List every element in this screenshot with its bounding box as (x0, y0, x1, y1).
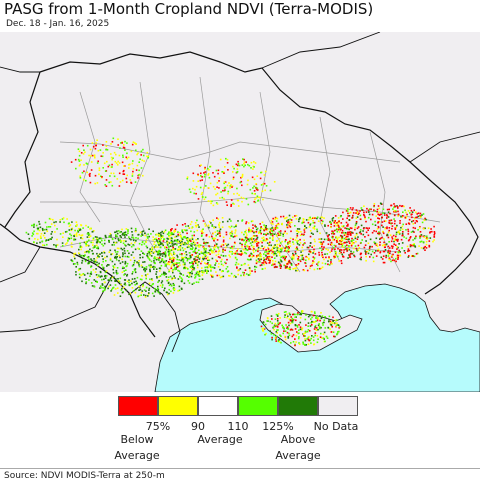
legend-caption-below: Below Average (114, 432, 159, 464)
neighbour-borders (0, 32, 480, 353)
legend-no-data-label: No Data (313, 420, 359, 433)
legend-caption-above: Above Average (275, 432, 320, 464)
source-footer: Source: NDVI MODIS-Terra at 250-m (0, 468, 480, 485)
legend-tick-90: 90 (191, 420, 205, 433)
caption-below-line2: Average (114, 449, 160, 462)
legend-caption-average: Average (197, 433, 243, 446)
legend-tick-110: 110 (227, 420, 249, 433)
caption-above-line1: Above (280, 433, 316, 446)
legend-swatch-90-110 (198, 396, 238, 416)
legend-tick-75: 75% (145, 420, 171, 433)
date-range: Dec. 18 - Jan. 16, 2025 (6, 19, 110, 29)
map-canvas (0, 32, 480, 392)
ndvi-anomaly-pixels (25, 137, 436, 347)
legend-swatch-no-data (318, 396, 358, 416)
legend-swatch-above-125 (278, 396, 318, 416)
legend-swatch-75-90 (158, 396, 198, 416)
source-text: Source: NDVI MODIS-Terra at 250-m (4, 471, 165, 481)
region-borders (40, 76, 441, 273)
caption-below-line1: Below (120, 433, 154, 446)
map-svg (0, 32, 480, 392)
legend-tick-125: 125% (262, 420, 294, 433)
map-title: PASG from 1-Month Cropland NDVI (Terra-M… (4, 0, 374, 18)
legend-swatch-110-125 (238, 396, 278, 416)
legend-swatch-below-75 (118, 396, 158, 416)
caption-above-line2: Average (275, 449, 321, 462)
